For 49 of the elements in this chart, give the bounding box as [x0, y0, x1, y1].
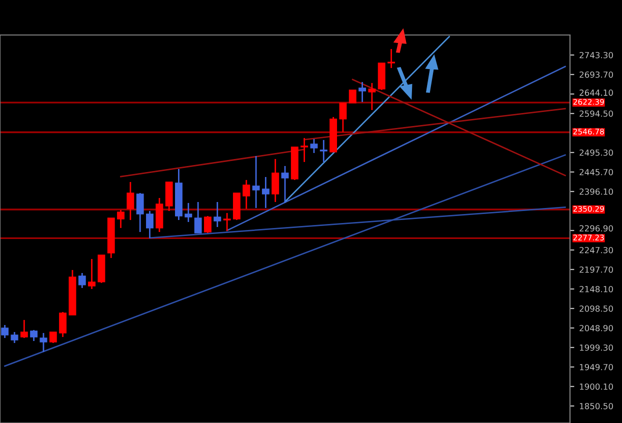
candlestick: [358, 81, 366, 103]
y-tick-label: 2396.10: [580, 188, 613, 195]
candlestick: [59, 311, 67, 338]
candlestick: [49, 331, 57, 344]
y-tick-label: 2247.30: [580, 246, 613, 254]
candlestick: [310, 138, 318, 154]
y-tick-label: 2743.30: [580, 52, 613, 58]
candlestick: [368, 82, 376, 111]
candlestick: [204, 215, 212, 234]
y-tick-label: 1850.50: [580, 402, 613, 410]
candlestick: [126, 181, 134, 221]
y-tick-label: 2445.70: [580, 168, 613, 176]
candlestick: [30, 329, 38, 342]
y-tick-label: 2098.50: [580, 305, 613, 312]
candlestick: [184, 202, 192, 223]
candlestick: [272, 158, 280, 203]
candlestick: [388, 48, 396, 69]
candlestick: [40, 332, 48, 353]
y-tick-label: 2594.50: [580, 110, 613, 117]
candlestick: [136, 192, 144, 233]
candlestick: [262, 176, 270, 209]
candlestick: [117, 209, 124, 229]
candlestick: [252, 155, 260, 209]
candlestick: [223, 212, 231, 232]
y-tick-label: 2693.70: [580, 71, 613, 78]
y-tick-label: 2197.70: [580, 266, 613, 273]
candlestick: [214, 201, 222, 228]
y-tick-label: 1900.10: [580, 383, 613, 390]
candlestick: [1, 324, 9, 339]
candlestick: [156, 197, 164, 233]
candlestick: [300, 137, 308, 163]
candlestick: [194, 201, 202, 234]
y-tick-label: 1999.30: [580, 344, 613, 351]
y-tick-label: 2644.10: [580, 90, 613, 96]
y-tick-label: 2495.30: [580, 149, 613, 156]
candlestick: [20, 319, 28, 339]
candlestick: [78, 272, 86, 289]
candlestick: [320, 139, 328, 163]
candlestick: [348, 90, 356, 104]
candlestick: [146, 210, 154, 239]
candlestick: [10, 331, 18, 344]
candlestick: [242, 179, 250, 210]
candlestick: [88, 258, 96, 290]
candlestick: [281, 165, 289, 204]
y-tick-label: 1949.70: [580, 364, 613, 370]
candlestick: [339, 102, 347, 133]
y-tick-label: 2148.10: [580, 286, 613, 292]
y-tick-label: 2048.90: [580, 324, 613, 332]
y-tick-label: 2296.90: [580, 225, 613, 232]
